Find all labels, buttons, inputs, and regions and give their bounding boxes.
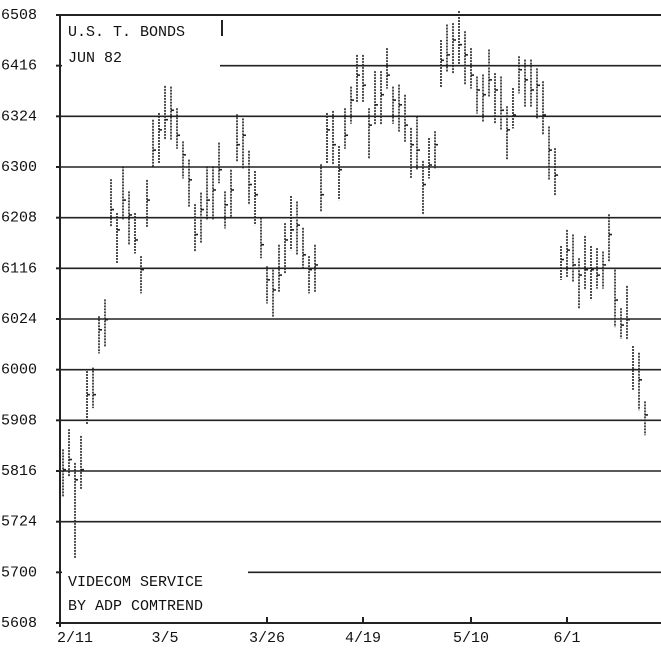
plot-area: 6508 6416 6324 6300 6208 6116 6024 6000 5908 5816… <box>1 7 661 647</box>
x-tick-label: 3/26 <box>249 630 285 647</box>
y-tick-label: 5724 <box>1 514 37 531</box>
x-tick-label: 2/11 <box>57 630 93 647</box>
y-tick-label: 6508 <box>1 7 37 24</box>
x-tick-label: 6/1 <box>553 630 580 647</box>
annotation: BY ADP COMTREND <box>68 598 203 615</box>
x-tick-label: 3/5 <box>151 630 178 647</box>
y-tick-label: 6300 <box>1 159 37 176</box>
y-tick-label: 5608 <box>1 615 37 632</box>
title-box <box>62 18 220 74</box>
y-tick-label: 6324 <box>1 108 37 125</box>
x-tick-label: 4/19 <box>345 630 381 647</box>
annotation: VIDECOM SERVICE <box>68 574 203 591</box>
y-tick-label: 6116 <box>1 260 37 277</box>
y-tick-label: 6024 <box>1 311 37 328</box>
credit-box <box>62 568 248 622</box>
y-tick-label: 6416 <box>1 58 37 75</box>
y-tick-label: 5908 <box>1 412 37 429</box>
y-tick-label: 6208 <box>1 210 37 227</box>
y-tick-label: 5700 <box>1 564 37 581</box>
y-tick-label: 5816 <box>1 463 37 480</box>
y-tick-label: 6000 <box>1 362 37 379</box>
chart-subtitle: JUN 82 <box>68 50 122 67</box>
x-tick-label: 5/10 <box>453 630 489 647</box>
chart-title: U.S. T. BONDS <box>68 24 185 41</box>
